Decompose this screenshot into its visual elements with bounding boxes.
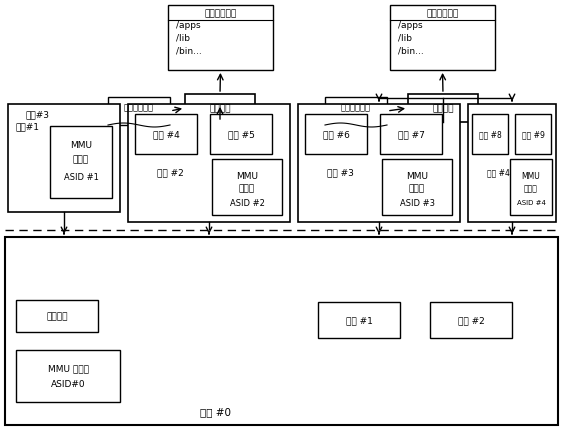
Text: 容器 #4: 容器 #4 [487,168,509,177]
Text: 容器 #2: 容器 #2 [157,168,183,177]
Text: 进程 #9: 进程 #9 [522,130,544,139]
Text: 容器配置: 容器配置 [432,104,454,113]
Text: /apps: /apps [398,21,422,29]
Text: ASID#0: ASID#0 [51,380,85,389]
Text: 上下文: 上下文 [73,155,89,164]
FancyBboxPatch shape [135,115,197,155]
Text: 容器配置: 容器配置 [209,104,231,113]
FancyBboxPatch shape [298,105,460,222]
FancyBboxPatch shape [472,115,508,155]
FancyBboxPatch shape [325,98,387,126]
FancyBboxPatch shape [390,6,495,71]
Text: 进程 #8: 进程 #8 [479,130,501,139]
Text: /apps: /apps [176,21,201,29]
FancyBboxPatch shape [510,160,552,215]
Text: 容器文件系统: 容器文件系统 [204,9,237,18]
Text: MMU: MMU [70,140,92,149]
FancyBboxPatch shape [468,105,556,222]
Text: 上下文: 上下文 [524,184,538,193]
FancyBboxPatch shape [50,127,112,199]
FancyBboxPatch shape [305,115,367,155]
FancyBboxPatch shape [380,115,442,155]
Text: MMU: MMU [406,171,428,180]
FancyBboxPatch shape [8,105,120,212]
Text: /bin...: /bin... [176,46,202,55]
FancyBboxPatch shape [210,115,272,155]
Text: 内核模块: 内核模块 [46,312,68,321]
Text: MMU: MMU [522,171,540,180]
FancyBboxPatch shape [168,6,273,71]
FancyBboxPatch shape [185,95,255,123]
Text: 进程 #7: 进程 #7 [398,130,425,139]
Text: ASID #1: ASID #1 [64,172,99,181]
FancyBboxPatch shape [382,160,452,215]
FancyBboxPatch shape [128,105,290,222]
Text: /bin...: /bin... [398,46,424,55]
FancyBboxPatch shape [212,160,282,215]
FancyBboxPatch shape [16,350,120,402]
Text: ASID #3: ASID #3 [399,198,434,207]
Text: 进程#3: 进程#3 [26,110,50,119]
Text: 容器配置文件: 容器配置文件 [124,103,154,112]
FancyBboxPatch shape [318,302,400,338]
Text: 容器文件系统: 容器文件系统 [426,9,459,18]
FancyBboxPatch shape [5,237,558,425]
Text: 上下文: 上下文 [239,184,255,193]
Text: 上下文: 上下文 [409,184,425,193]
FancyBboxPatch shape [430,302,512,338]
Text: 进程 #5: 进程 #5 [227,130,254,139]
Text: 进程 #2: 进程 #2 [457,316,484,325]
Text: ASID #2: ASID #2 [230,198,265,207]
Text: /lib: /lib [176,34,190,43]
Text: 容器 #3: 容器 #3 [327,168,354,177]
FancyBboxPatch shape [408,95,478,123]
Text: ASID #4: ASID #4 [517,200,545,206]
Text: 进程 #4: 进程 #4 [153,130,179,139]
Text: 进程 #6: 进程 #6 [323,130,350,139]
Text: /lib: /lib [398,34,412,43]
Text: 容器配置文件: 容器配置文件 [341,103,371,112]
FancyBboxPatch shape [108,98,170,126]
FancyBboxPatch shape [515,115,551,155]
FancyBboxPatch shape [16,300,98,332]
Text: 容器#1: 容器#1 [16,122,40,131]
Text: 进程 #1: 进程 #1 [346,316,372,325]
Text: 容器 #0: 容器 #0 [200,406,231,416]
Text: MMU: MMU [236,171,258,180]
Text: MMU 上下文: MMU 上下文 [47,364,89,373]
